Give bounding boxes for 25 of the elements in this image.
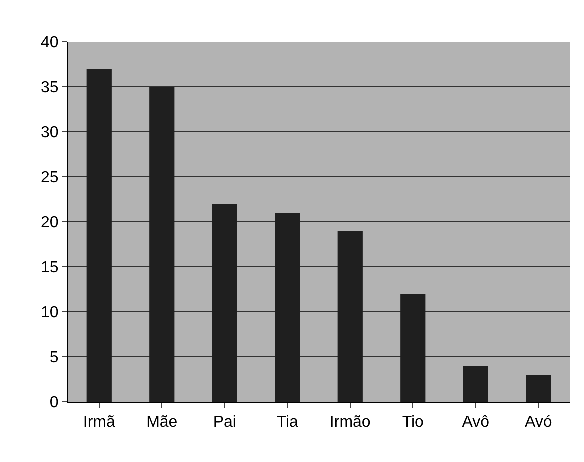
y-tick-label: 20 xyxy=(41,214,59,232)
x-tick-label: Tio xyxy=(402,414,424,432)
bar xyxy=(150,87,175,402)
y-tick-label: 5 xyxy=(50,350,59,367)
y-tick-label: 40 xyxy=(41,34,59,52)
bar xyxy=(400,294,426,402)
y-tick-label: 0 xyxy=(50,394,59,412)
y-tick-label: 30 xyxy=(41,124,59,142)
x-tick-label: Avô xyxy=(462,414,490,432)
x-tick-label: Avó xyxy=(524,414,552,432)
y-tick-label: 15 xyxy=(41,260,59,277)
x-tick-label: Pai xyxy=(213,414,236,432)
x-tick-label: Tia xyxy=(276,414,299,432)
y-tick-label: 25 xyxy=(41,170,59,187)
bar xyxy=(212,204,238,402)
y-tick-label: 10 xyxy=(41,304,59,322)
bar xyxy=(275,213,300,402)
x-tick-label: Irmã xyxy=(83,414,116,432)
bar xyxy=(463,366,488,402)
x-tick-label: Mãe xyxy=(146,414,178,432)
bar xyxy=(86,69,112,402)
x-tick-label: Irmão xyxy=(330,414,371,432)
bar xyxy=(338,231,363,402)
y-tick-label: 35 xyxy=(41,80,59,97)
bar xyxy=(526,375,552,402)
